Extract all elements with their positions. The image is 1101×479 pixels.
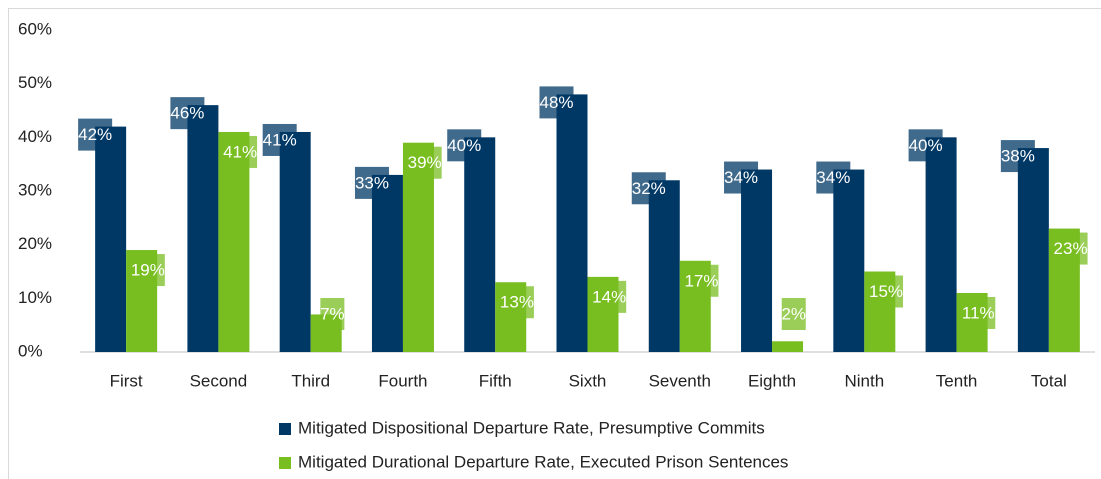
x-tick-label: Ninth [844, 371, 884, 390]
value-label: 11% [962, 303, 995, 322]
legend-swatch [279, 423, 291, 435]
x-tick-label: Eighth [748, 371, 796, 390]
value-label: 23% [1054, 239, 1088, 258]
value-label: 41% [223, 142, 257, 161]
legend-label: Mitigated Dispositional Departure Rate, … [298, 418, 765, 437]
bar [279, 131, 311, 352]
x-tick-label: Third [291, 371, 330, 390]
y-tick-label: 50% [18, 73, 52, 92]
value-label: 34% [816, 168, 850, 187]
value-label: 39% [408, 153, 442, 172]
y-tick-label: 10% [18, 288, 52, 307]
value-label-box [170, 97, 205, 130]
bar [556, 94, 588, 353]
value-label-box [262, 123, 297, 156]
value-label: 19% [131, 261, 165, 280]
value-label: 33% [355, 173, 389, 192]
bar [925, 137, 957, 352]
bar [187, 105, 219, 352]
value-label: 14% [592, 287, 626, 306]
value-label-box [781, 298, 806, 330]
value-label-box [908, 129, 943, 162]
bar [371, 174, 403, 352]
value-label-box [78, 118, 113, 151]
value-label: 40% [447, 136, 481, 155]
value-label-box [1000, 140, 1035, 173]
value-label-box [320, 298, 345, 330]
y-tick-label: 0% [18, 341, 43, 360]
value-label-box [1053, 232, 1088, 265]
value-label: 41% [263, 130, 297, 149]
legend-swatch [279, 457, 291, 469]
x-tick-label: Tenth [936, 371, 978, 390]
y-tick-label: 40% [18, 127, 52, 146]
value-label: 46% [170, 104, 204, 123]
value-label: 42% [78, 125, 112, 144]
value-label: 32% [632, 179, 666, 198]
value-label-box [961, 296, 996, 329]
value-label-box [816, 161, 851, 194]
value-label-box [631, 172, 666, 205]
value-label: 7% [320, 304, 345, 323]
y-tick-label: 20% [18, 234, 52, 253]
value-label: 13% [500, 293, 534, 312]
value-label: 48% [539, 93, 573, 112]
value-label-box [592, 280, 627, 313]
value-label-box [869, 275, 904, 308]
y-tick-label: 30% [18, 180, 52, 199]
x-tick-label: Seventh [649, 371, 711, 390]
value-label: 40% [909, 136, 943, 155]
x-tick-label: Total [1031, 371, 1067, 390]
value-label-box [354, 166, 389, 199]
value-label-box [447, 129, 482, 162]
value-label-box [684, 264, 719, 297]
y-tick-label: 60% [18, 19, 52, 38]
chart-border [8, 8, 1101, 479]
value-label-box [223, 135, 258, 168]
x-tick-label: Fourth [378, 371, 427, 390]
value-label: 34% [724, 168, 758, 187]
bar [218, 131, 250, 352]
bar [833, 169, 865, 352]
value-label-box [130, 254, 165, 287]
value-label-box [724, 161, 759, 194]
x-tick-label: First [110, 371, 143, 390]
value-label-box [539, 86, 574, 119]
legend-label: Mitigated Durational Departure Rate, Exe… [298, 452, 788, 471]
x-tick-label: Second [190, 371, 248, 390]
bar [1017, 148, 1049, 352]
value-label: 17% [684, 271, 718, 290]
bar [741, 169, 773, 352]
value-label-box [407, 146, 442, 179]
bar [648, 180, 680, 352]
bar [95, 126, 127, 352]
bar [772, 341, 804, 352]
value-label-box [499, 286, 534, 319]
value-label: 15% [869, 282, 903, 301]
value-label: 2% [781, 304, 806, 323]
x-tick-label: Fifth [479, 371, 512, 390]
value-label: 38% [1001, 147, 1035, 166]
x-tick-label: Sixth [569, 371, 607, 390]
bar [464, 137, 496, 352]
